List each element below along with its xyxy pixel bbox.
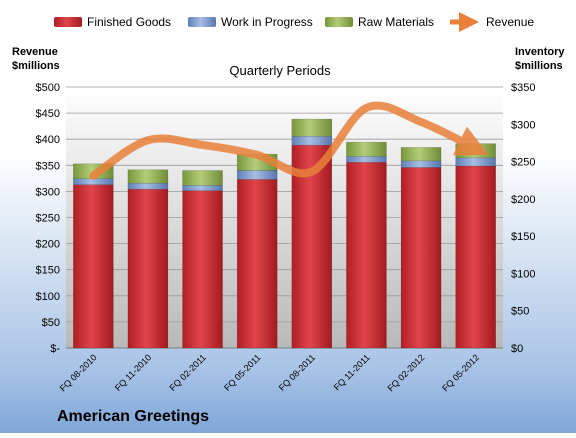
company-name: American Greetings: [57, 408, 209, 425]
left-axis-tick-label: $-: [50, 343, 60, 355]
left-axis-title-line1: Revenue: [12, 46, 58, 58]
right-axis-tick-label: $0: [511, 343, 523, 355]
right-axis-tick-label: $250: [511, 157, 535, 169]
bar-finished-goods-fq-02-2011: [182, 190, 223, 349]
legend-item-revenue: Revenue: [450, 12, 534, 32]
bar-work-in-progress-fq-08-2011: [291, 135, 333, 146]
bar-raw-materials-fq-02-2011: [182, 170, 223, 186]
left-axis-tick-label: $350: [36, 160, 60, 172]
bar-raw-materials-fq-11-2010: [127, 169, 169, 184]
right-axis-tick-label: $100: [511, 268, 535, 280]
left-axis-tick-label: $200: [36, 239, 60, 251]
legend-swatch-raw-materials: [325, 17, 353, 27]
bar-raw-materials-fq-11-2011: [346, 141, 387, 157]
legend-item-finished-goods: Finished Goods: [54, 15, 171, 29]
right-axis-tick-label: $50: [511, 306, 529, 318]
legend-swatch-finished-goods: [54, 17, 82, 27]
bar-work-in-progress-fq-05-2011: [236, 170, 278, 180]
right-axis-tick-label: $300: [511, 119, 535, 131]
right-axis-title-line2: $millions: [515, 60, 563, 72]
bar-work-in-progress-fq-05-2012: [455, 157, 496, 167]
bar-work-in-progress-fq-11-2010: [127, 182, 169, 190]
bar-finished-goods-fq-02-2012: [400, 167, 442, 349]
legend-label-revenue: Revenue: [486, 15, 534, 29]
left-axis-tick-label: $50: [42, 317, 60, 329]
left-axis-tick-label: $250: [36, 213, 60, 225]
bar-finished-goods-fq-05-2012: [455, 165, 496, 349]
bar-raw-materials-fq-02-2012: [400, 147, 442, 162]
revenue-line: [89, 101, 489, 180]
legend-item-work-in-progress: Work in Progress: [188, 15, 313, 29]
chart-title: Quarterly Periods: [229, 63, 331, 78]
legend-label-raw-materials: Raw Materials: [358, 15, 434, 29]
left-axis-tick-label: $150: [36, 265, 60, 277]
legend-label-work-in-progress: Work in Progress: [221, 15, 313, 29]
right-axis-tick-label: $200: [511, 194, 535, 206]
left-axis-tick-label: $500: [36, 82, 60, 94]
bar-finished-goods-fq-08-2010: [73, 184, 114, 349]
bar-work-in-progress-fq-11-2011: [346, 156, 387, 163]
right-axis-tick-label: $150: [511, 231, 535, 243]
bar-finished-goods-fq-05-2011: [236, 179, 278, 349]
left-axis-tick-label: $450: [36, 108, 60, 120]
right-axis-title-line1: Inventory: [515, 46, 565, 58]
legend-swatch-work-in-progress: [188, 17, 216, 27]
left-axis-title-line2: $millions: [12, 60, 60, 72]
right-axis-tick-label: $350: [511, 82, 535, 94]
left-axis-tick-label: $400: [36, 134, 60, 146]
legend: Finished Goods Work in Progress Raw Mate…: [54, 12, 534, 32]
bar-finished-goods-fq-11-2011: [346, 162, 387, 349]
bar-finished-goods-fq-11-2010: [127, 188, 169, 349]
bar-work-in-progress-fq-02-2012: [400, 160, 442, 168]
bar-finished-goods-fq-08-2011: [291, 144, 333, 349]
bar-work-in-progress-fq-02-2011: [182, 185, 223, 191]
bar-raw-materials-fq-08-2011: [291, 118, 333, 137]
legend-item-raw-materials: Raw Materials: [325, 15, 434, 29]
left-axis-tick-label: $300: [36, 186, 60, 198]
legend-label-finished-goods: Finished Goods: [87, 15, 171, 29]
left-axis-tick-label: $100: [36, 291, 60, 303]
